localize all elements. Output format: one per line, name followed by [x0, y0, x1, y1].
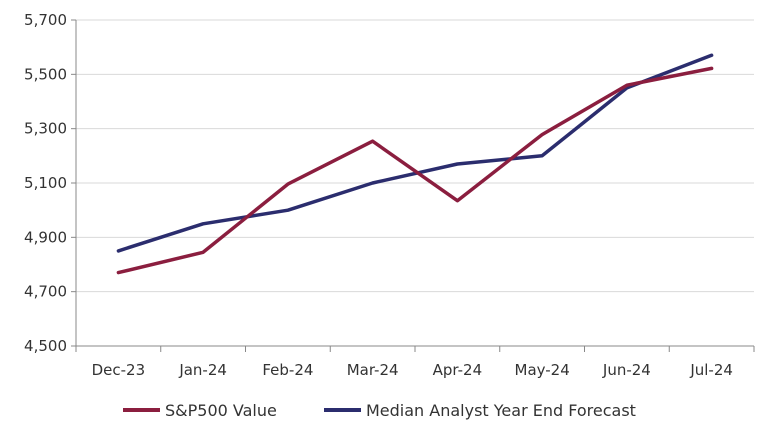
y-tick-label: 5,700 — [24, 11, 67, 29]
x-tick-label: Feb-24 — [262, 361, 313, 379]
y-tick-label: 4,700 — [24, 283, 67, 301]
x-tick-label: Apr-24 — [433, 361, 483, 379]
legend-label: S&P500 Value — [165, 401, 277, 420]
y-tick-label: 4,500 — [24, 337, 67, 355]
gridlines — [71, 19, 755, 352]
x-tick-label: Dec-23 — [92, 361, 146, 379]
x-tick-label: Jan-24 — [178, 361, 227, 379]
x-tick-label: Mar-24 — [347, 361, 399, 379]
series-lines — [116, 53, 714, 275]
y-tick-label: 5,300 — [24, 120, 67, 138]
legend: S&P500 Value Median Analyst Year End Fore… — [123, 401, 636, 420]
x-tick-label: May-24 — [515, 361, 570, 379]
y-tick-label: 5,500 — [24, 65, 67, 83]
y-tick-label: 5,100 — [24, 174, 67, 192]
axes — [75, 20, 754, 347]
y-tick-label: 4,900 — [24, 228, 67, 246]
y-tick-labels: 4,500 4,700 4,900 5,100 5,300 5,500 5,700 — [24, 11, 67, 355]
series-line-median-forecast — [116, 53, 714, 253]
x-tick-label: Jul-24 — [689, 361, 733, 379]
x-tick-labels: Dec-23 Jan-24 Feb-24 Mar-24 Apr-24 May-24 Jun-… — [92, 361, 733, 379]
legend-label: Median Analyst Year End Forecast — [366, 401, 636, 420]
x-tick-label: Jun-24 — [602, 361, 651, 379]
series-line-sp500-value — [116, 66, 714, 275]
